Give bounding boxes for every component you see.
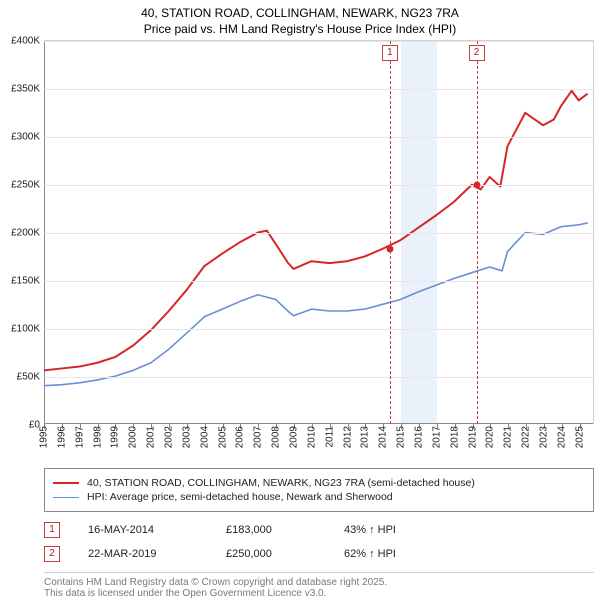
tx-price: £250,000: [226, 548, 316, 560]
attribution-line: This data is licensed under the Open Gov…: [44, 588, 594, 599]
attribution: Contains HM Land Registry data © Crown c…: [44, 572, 594, 599]
x-axis-label: 2008: [271, 426, 282, 448]
x-axis-label: 2021: [503, 426, 514, 448]
series-hpi: [44, 223, 588, 386]
x-axis-label: 1995: [39, 426, 50, 448]
marker-line: [477, 41, 478, 424]
x-axis-label: 2015: [396, 426, 407, 448]
x-axis-label: 2005: [217, 426, 228, 448]
attribution-line: Contains HM Land Registry data © Crown c…: [44, 577, 594, 588]
marker-box: 1: [382, 45, 398, 61]
table-row: 1 16-MAY-2014 £183,000 43% ↑ HPI: [44, 518, 594, 542]
y-axis-label: £350K: [0, 84, 40, 95]
y-axis-label: £0: [0, 420, 40, 431]
tx-pct: 62% ↑ HPI: [344, 548, 396, 560]
x-axis-labels: 1995199619971998199920002001200220032004…: [44, 424, 594, 462]
x-axis-label: 2002: [164, 426, 175, 448]
x-axis-label: 2012: [342, 426, 353, 448]
x-axis-label: 2006: [235, 426, 246, 448]
x-axis-label: 2023: [539, 426, 550, 448]
x-axis-label: 2017: [431, 426, 442, 448]
legend-label: HPI: Average price, semi-detached house,…: [87, 491, 393, 503]
title-line-1: 40, STATION ROAD, COLLINGHAM, NEWARK, NG…: [0, 6, 600, 20]
marker-line: [390, 41, 391, 424]
gridline: [44, 281, 593, 282]
transactions-table: 1 16-MAY-2014 £183,000 43% ↑ HPI 2 22-MA…: [44, 518, 594, 566]
x-axis-label: 1996: [56, 426, 67, 448]
gridline: [44, 377, 593, 378]
legend-item: HPI: Average price, semi-detached house,…: [53, 491, 585, 503]
gridline: [44, 329, 593, 330]
x-axis-label: 2010: [306, 426, 317, 448]
x-axis-label: 2014: [378, 426, 389, 448]
gridline: [44, 185, 593, 186]
gridline: [44, 137, 593, 138]
gridline: [44, 89, 593, 90]
marker-point: [386, 246, 393, 253]
x-axis-label: 2007: [253, 426, 264, 448]
tx-price: £183,000: [226, 524, 316, 536]
x-axis-label: 2013: [360, 426, 371, 448]
legend-swatch: [53, 497, 79, 498]
marker-ref: 1: [44, 522, 60, 538]
title-line-2: Price paid vs. HM Land Registry's House …: [0, 22, 600, 36]
x-axis-label: 2001: [146, 426, 157, 448]
x-axis-label: 2011: [324, 426, 335, 448]
y-axis-label: £200K: [0, 228, 40, 239]
x-axis-label: 1998: [92, 426, 103, 448]
y-axis-label: £250K: [0, 180, 40, 191]
legend-swatch: [53, 482, 79, 484]
x-axis-label: 1997: [74, 426, 85, 448]
x-axis-label: 2016: [414, 426, 425, 448]
x-axis-label: 2024: [556, 426, 567, 448]
x-axis-label: 2020: [485, 426, 496, 448]
y-axis-label: £300K: [0, 132, 40, 143]
chart-container: 40, STATION ROAD, COLLINGHAM, NEWARK, NG…: [0, 0, 600, 599]
gridline: [44, 233, 593, 234]
x-axis-label: 1999: [110, 426, 121, 448]
marker-point: [473, 182, 480, 189]
x-axis-label: 2000: [128, 426, 139, 448]
y-axis-label: £400K: [0, 36, 40, 47]
plot-area: £0£50K£100K£150K£200K£250K£300K£350K£400…: [44, 40, 594, 424]
x-axis-label: 2018: [449, 426, 460, 448]
x-axis-label: 2019: [467, 426, 478, 448]
chart-titles: 40, STATION ROAD, COLLINGHAM, NEWARK, NG…: [0, 0, 600, 36]
tx-date: 16-MAY-2014: [88, 524, 198, 536]
legend-item: 40, STATION ROAD, COLLINGHAM, NEWARK, NG…: [53, 477, 585, 489]
y-axis-label: £50K: [0, 372, 40, 383]
tx-pct: 43% ↑ HPI: [344, 524, 396, 536]
legend-label: 40, STATION ROAD, COLLINGHAM, NEWARK, NG…: [87, 477, 475, 489]
x-axis-label: 2003: [181, 426, 192, 448]
x-axis-label: 2025: [574, 426, 585, 448]
gridline: [44, 41, 593, 42]
y-axis-label: £150K: [0, 276, 40, 287]
x-axis-label: 2004: [199, 426, 210, 448]
legend: 40, STATION ROAD, COLLINGHAM, NEWARK, NG…: [44, 468, 594, 512]
y-axis-label: £100K: [0, 324, 40, 335]
table-row: 2 22-MAR-2019 £250,000 62% ↑ HPI: [44, 542, 594, 566]
marker-box: 2: [469, 45, 485, 61]
x-axis-label: 2022: [521, 426, 532, 448]
x-axis-label: 2009: [289, 426, 300, 448]
tx-date: 22-MAR-2019: [88, 548, 198, 560]
